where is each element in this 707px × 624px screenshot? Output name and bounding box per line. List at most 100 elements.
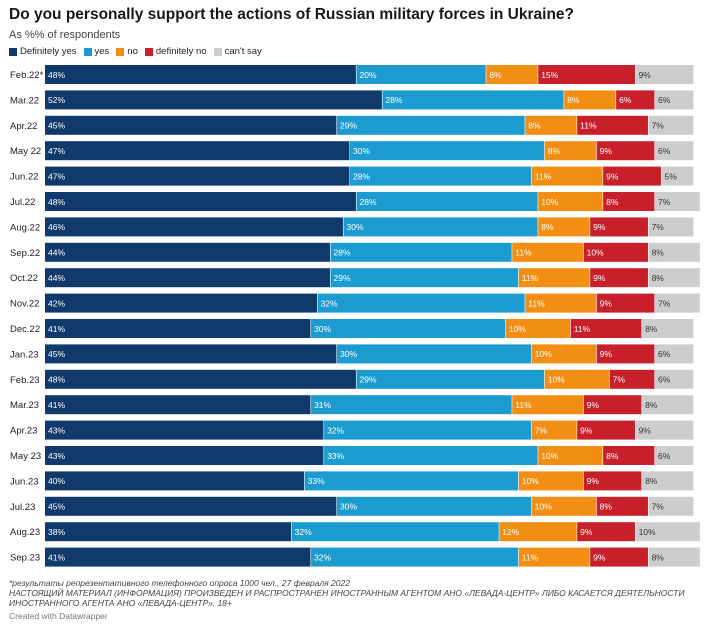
legend-label: no [127,46,138,57]
data-label: 8% [548,146,561,156]
data-label: 28% [353,171,370,181]
credit: Created with Datawrapper [9,611,108,621]
bar-segment [661,166,694,186]
bar-segment [635,65,694,84]
category-label: May 23 [10,451,41,462]
data-label: 6% [619,95,632,105]
data-label: 30% [347,222,364,232]
data-label: 10% [587,248,604,258]
category-label: Mar.23 [10,400,39,411]
bar-segment [655,344,694,364]
data-label: 41% [48,400,65,410]
data-label: 8% [606,451,619,461]
data-label: 11% [522,552,539,562]
footnote: *результаты репрезентативного телефонног… [9,578,350,588]
chart-title: Do you personally support the actions of… [9,6,575,23]
bar-segment [45,166,350,186]
bar-segment [45,90,382,110]
category-label: Mar.22 [10,95,39,106]
bar-segment [531,344,597,364]
data-label: 8% [606,197,619,207]
data-label: 11% [535,171,552,181]
data-label: 10% [535,349,552,359]
bar-segment [505,319,571,338]
bar-segment [512,395,584,415]
legend-item-cant-say: can't say [213,46,262,57]
data-label: 10% [541,451,558,461]
category-label: Apr.23 [10,426,37,437]
data-label: 11% [580,121,597,131]
data-label: 9% [606,171,619,181]
data-label: 9% [600,146,613,156]
data-label: 8% [567,95,580,105]
bar-segment [45,141,350,161]
category-label: Oct.22 [10,273,38,284]
bar-segment [648,115,694,135]
bar-segment [583,471,642,491]
bar-segment [531,420,577,440]
bar-segment [499,522,577,542]
data-label: 30% [340,349,357,359]
bar-segment [324,446,538,465]
bar-segment [45,344,337,364]
bar-segment [45,319,311,338]
chart-notes: *результаты репрезентативного телефонног… [9,578,699,608]
data-label: 11% [515,248,532,258]
data-label: 9% [587,476,600,486]
bar-segment [337,115,525,135]
data-label: 48% [48,375,65,385]
bar-segment [648,242,700,262]
bar-segment [642,395,694,415]
bar-segment [337,344,532,364]
data-label: 11% [522,273,539,283]
bar-segment [648,547,700,567]
data-label: 45% [48,502,65,512]
data-label: 7% [652,121,665,131]
bar-segment [655,141,694,161]
data-label: 44% [48,248,65,258]
bar-segment [538,192,603,211]
bar-segment [603,446,655,465]
bar-segment [655,90,694,110]
bar-segment [577,115,648,135]
bar-segment [590,268,648,288]
category-label: Jun.23 [10,476,39,487]
data-label: 30% [353,146,370,156]
bar-segment [544,369,610,389]
data-label: 46% [48,222,65,232]
data-label: 48% [48,197,65,207]
bar-segment [596,496,648,516]
data-label: 7% [652,222,665,232]
bar-segment [45,115,337,135]
data-label: 6% [658,95,671,105]
bar-segment [577,522,635,542]
legend-item-definitely-yes: Definitely yes [9,46,77,57]
legend-swatch [144,47,153,56]
bar-segment [596,141,655,161]
data-label: 7% [658,298,671,308]
data-label: 9% [600,298,613,308]
chart-legend: Definitely yes yes no definitely no can'… [9,46,262,57]
bar-segment [609,369,655,389]
bar-segment [356,65,486,84]
bar-segment [635,522,700,542]
category-label: Apr.22 [10,121,37,132]
data-label: 29% [360,375,377,385]
disclaimer: НАСТОЯЩИЙ МАТЕРИАЛ (ИНФОРМАЦИЯ) ПРОИЗВЕД… [9,588,685,608]
legend-swatch [116,47,125,56]
data-label: 47% [48,171,65,181]
category-label: May 22 [10,146,41,157]
data-label: 9% [600,349,613,359]
legend-label: can't say [224,46,262,57]
bar-segment [635,420,694,440]
bar-segment [531,496,597,516]
category-label: Jul.22 [10,197,35,208]
data-label: 10% [541,197,558,207]
bar-segment [45,217,343,237]
legend-label: Definitely yes [20,46,77,57]
bar-segment [596,344,655,364]
data-label: 5% [665,171,678,181]
bar-segment [531,166,603,186]
bar-segment [382,90,564,110]
data-label: 32% [314,552,331,562]
